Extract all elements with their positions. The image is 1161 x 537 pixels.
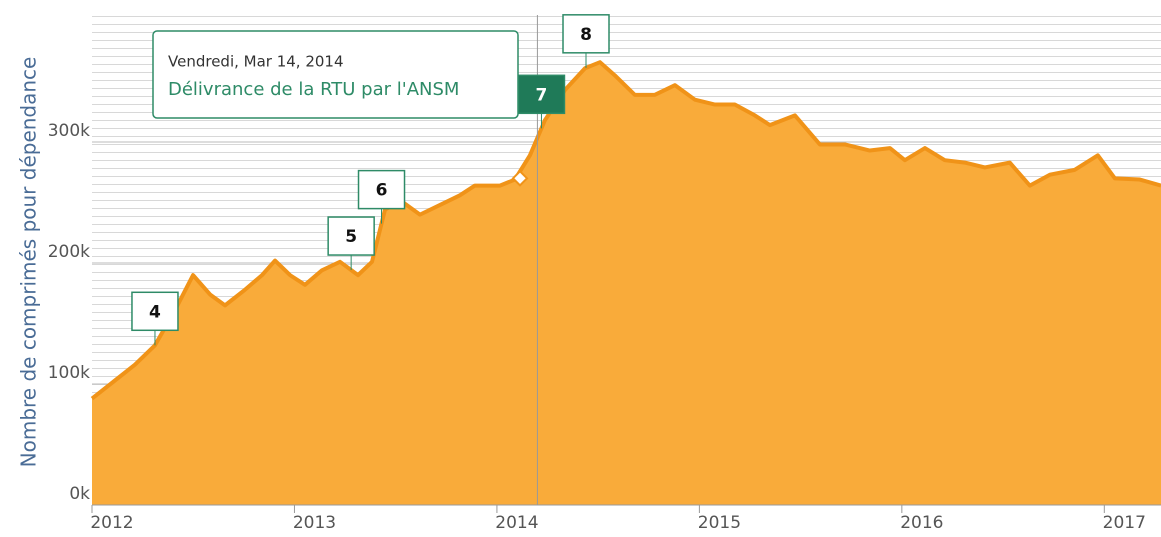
flag: 8	[562, 14, 610, 68]
tooltip-box	[152, 30, 519, 119]
flag-box	[131, 291, 179, 332]
y-tick-label: 0k	[69, 484, 90, 504]
x-tick-label: 2012	[90, 513, 133, 533]
tooltip-text: Délivrance de la RTU par l'ANSM	[168, 79, 459, 100]
x-tick-label: 2017	[1103, 513, 1146, 533]
flag: 5	[327, 216, 375, 271]
tooltip-date: Vendredi, Mar 14, 2014	[168, 53, 344, 71]
line	[90, 60, 1161, 401]
hover-marker	[511, 169, 529, 187]
y-axis-title: Nombre de comprimés pour dépendance	[17, 57, 41, 468]
x-tick-label: 2014	[495, 513, 538, 533]
area	[92, 62, 1161, 506]
flag-label: 7	[536, 85, 548, 105]
flag-box	[327, 216, 375, 256]
flag: 6	[357, 169, 406, 224]
flag-label: 4	[149, 302, 161, 322]
flag: 4	[131, 291, 179, 346]
y-tick-label: 100k	[48, 363, 90, 383]
y-tick-label: 300k	[48, 121, 90, 141]
flag-label: 6	[376, 181, 388, 201]
y-tick-label: 200k	[48, 242, 90, 262]
flag-box	[357, 169, 406, 210]
x-tick-label: 2015	[698, 513, 741, 533]
flag-label: 8	[580, 25, 592, 45]
flag-label: 5	[345, 227, 357, 247]
tooltip: Vendredi, Mar 14, 2014 Délivrance de la …	[152, 30, 519, 119]
x-tick-label: 2013	[293, 513, 336, 533]
x-tick-label: 2016	[900, 513, 943, 533]
flag-box	[562, 14, 610, 54]
